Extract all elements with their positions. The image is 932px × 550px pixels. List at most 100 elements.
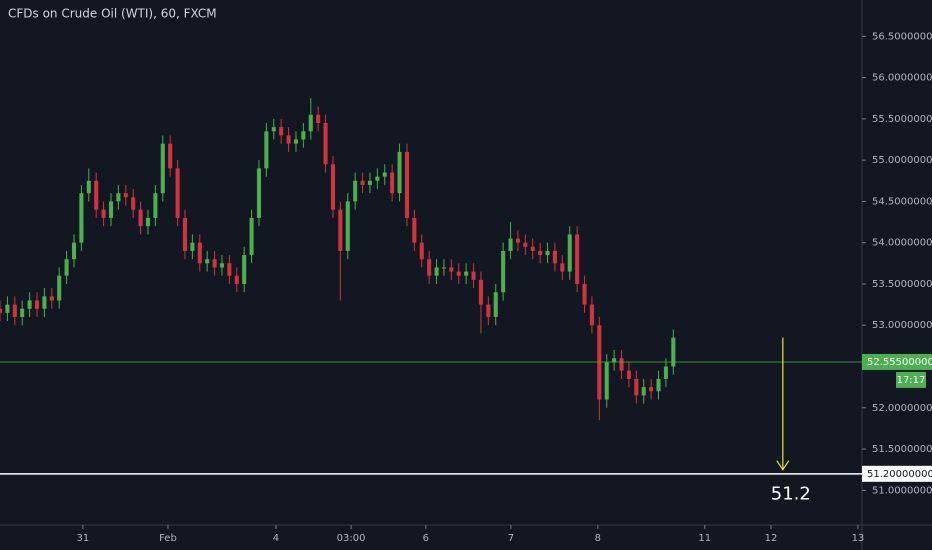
candle-body	[234, 275, 239, 284]
candle-body	[205, 259, 210, 264]
support-label: 51.20000000	[867, 469, 932, 480]
candle-body	[123, 193, 128, 198]
candle-body	[94, 180, 99, 210]
candle-body	[5, 304, 10, 313]
y-tick-label: 51.50000000	[872, 444, 932, 455]
candle-body	[397, 151, 402, 194]
candle-body	[382, 172, 387, 177]
candle-body	[86, 180, 91, 194]
x-tick-label: 03:00	[337, 533, 366, 544]
candle-body	[501, 250, 506, 293]
candle-body	[190, 242, 195, 251]
candle-body	[530, 246, 535, 251]
candle-body	[197, 242, 202, 264]
candle-body	[663, 366, 668, 379]
countdown-label: 17:17	[897, 375, 926, 386]
candle-body	[449, 267, 454, 272]
candle-body	[434, 267, 439, 276]
candle-body	[34, 300, 40, 309]
candle-body	[567, 234, 572, 272]
candle-body	[316, 114, 321, 123]
countdown-box	[896, 371, 926, 388]
x-tick-label: 13	[852, 533, 865, 544]
x-tick-label: 11	[698, 533, 711, 544]
candle-body	[597, 325, 602, 400]
candle-body	[515, 238, 520, 243]
candle-body	[153, 193, 158, 218]
candle-body	[57, 275, 62, 301]
candle-body	[360, 180, 365, 185]
candle-body	[286, 135, 291, 144]
candle-body	[330, 164, 335, 210]
candle-body	[545, 250, 550, 256]
candle-body	[279, 127, 284, 136]
candle-body	[538, 250, 543, 256]
price-label-box	[862, 353, 932, 370]
price-label: 52.55500000	[867, 357, 932, 368]
candle-body	[375, 176, 380, 181]
candle-body	[308, 114, 313, 132]
candle-body	[464, 271, 469, 276]
candle-body	[471, 271, 476, 280]
candle-body	[486, 304, 491, 317]
candle-body	[508, 238, 513, 251]
candle-body	[412, 217, 417, 243]
candle-body	[478, 279, 483, 305]
candle-body	[138, 209, 143, 227]
y-tick-label: 53.50000000	[872, 279, 932, 290]
candle-body	[12, 304, 17, 317]
candle-body	[256, 168, 262, 218]
annotation: 51.2	[771, 484, 811, 505]
candle-body	[582, 283, 587, 305]
candle-body	[589, 304, 594, 326]
y-tick-label: 52.00000000	[872, 403, 932, 414]
candle-body	[20, 308, 25, 317]
candle-body	[175, 168, 180, 218]
candle-body	[168, 143, 173, 169]
candle-body	[160, 143, 165, 194]
candle-body	[612, 358, 617, 363]
y-tick-label: 51.00000000	[872, 485, 932, 496]
candle-body	[323, 122, 328, 165]
x-tick-label: 31	[77, 533, 90, 544]
x-tick-label: 4	[273, 533, 279, 544]
candle-body	[419, 242, 424, 260]
candle-body	[116, 193, 121, 202]
y-tick-label: 55.00000000	[872, 155, 932, 166]
candle-body	[575, 234, 580, 284]
candle-body	[626, 370, 631, 379]
candle-body	[345, 201, 350, 251]
candle-body	[0, 308, 3, 313]
candle-body	[49, 296, 54, 301]
candle-body	[227, 263, 232, 276]
candle-body	[367, 180, 372, 185]
candle-body	[641, 387, 646, 396]
candle-body	[182, 217, 188, 251]
x-tick-label: 6	[423, 533, 429, 544]
candle-body	[390, 172, 395, 194]
candle-body	[42, 296, 47, 309]
arrow-head	[776, 460, 790, 471]
y-tick-label: 56.50000000	[872, 31, 932, 42]
candle-body	[656, 378, 661, 392]
candle-body	[404, 151, 409, 218]
candle-body	[101, 209, 106, 218]
candle-body	[649, 387, 654, 392]
candle-body	[79, 193, 84, 243]
x-tick-label: 8	[595, 533, 601, 544]
candle-body	[219, 263, 225, 268]
candle-body	[131, 197, 136, 210]
candle-body	[560, 263, 565, 272]
candle-body	[27, 300, 32, 309]
x-tick-label: 12	[765, 533, 778, 544]
candle-body	[493, 292, 498, 317]
candle-body	[523, 242, 528, 247]
support-label-box	[862, 465, 932, 482]
candle-body	[338, 209, 343, 251]
y-tick-label: 54.50000000	[872, 196, 932, 207]
candle-body	[242, 255, 247, 284]
candle-body	[264, 131, 269, 169]
candle-body	[353, 180, 358, 202]
candle-body	[619, 358, 624, 371]
